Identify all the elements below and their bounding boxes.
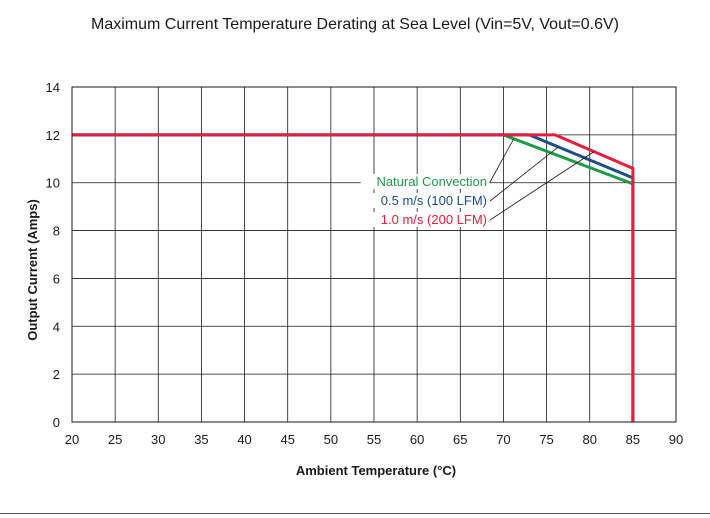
x-tick-label: 40: [237, 432, 251, 447]
grid: [71, 86, 677, 423]
x-tick-label: 20: [65, 432, 79, 447]
y-tick-label: 2: [53, 367, 60, 382]
x-tick-label: 60: [410, 432, 424, 447]
x-tick-labels: 20 25 30 35 40 45 50 55 60 65 70 75 80 85 90: [65, 432, 683, 447]
x-tick-label: 25: [108, 432, 122, 447]
x-tick-label: 80: [582, 432, 596, 447]
x-tick-label: 70: [496, 432, 510, 447]
y-axis-label: Output Current (Amps): [25, 199, 40, 341]
y-tick-label: 0: [53, 415, 60, 430]
x-tick-label: 90: [669, 432, 683, 447]
legend-label-3: 1.0 m/s (200 LFM): [381, 212, 487, 227]
x-tick-label: 35: [194, 432, 208, 447]
plot-frame: [71, 86, 677, 423]
y-tick-labels: 0 2 4 6 8 10 12 14: [46, 80, 60, 430]
legend-label-2: 0.5 m/s (100 LFM): [381, 193, 487, 208]
y-tick-label: 8: [53, 224, 60, 239]
legend: Natural Convection 0.5 m/s (100 LFM) 1.0 m…: [360, 138, 595, 227]
x-axis-label: Ambient Temperature (°C): [296, 463, 456, 478]
x-tick-label: 65: [453, 432, 467, 447]
x-tick-label: 50: [324, 432, 338, 447]
x-tick-label: 55: [367, 432, 381, 447]
legend-leader-line: [489, 138, 515, 183]
bottom-divider: [0, 513, 710, 514]
legend-label-background: [367, 193, 489, 208]
legend-leader-line: [489, 146, 559, 202]
legend-label-background: [367, 212, 489, 227]
y-tick-label: 12: [46, 128, 60, 143]
y-tick-label: 14: [46, 80, 60, 95]
legend-label-background: [360, 174, 489, 189]
legend-leader-line: [489, 151, 595, 221]
legend-label-1: Natural Convection: [376, 174, 487, 189]
x-tick-label: 75: [539, 432, 553, 447]
y-tick-label: 4: [53, 319, 60, 334]
y-tick-label: 10: [46, 176, 60, 191]
x-tick-label: 30: [151, 432, 165, 447]
chart-title: Maximum Current Temperature Derating at …: [91, 16, 619, 33]
x-tick-label: 45: [280, 432, 294, 447]
x-tick-label: 85: [626, 432, 640, 447]
y-tick-label: 6: [53, 271, 60, 286]
